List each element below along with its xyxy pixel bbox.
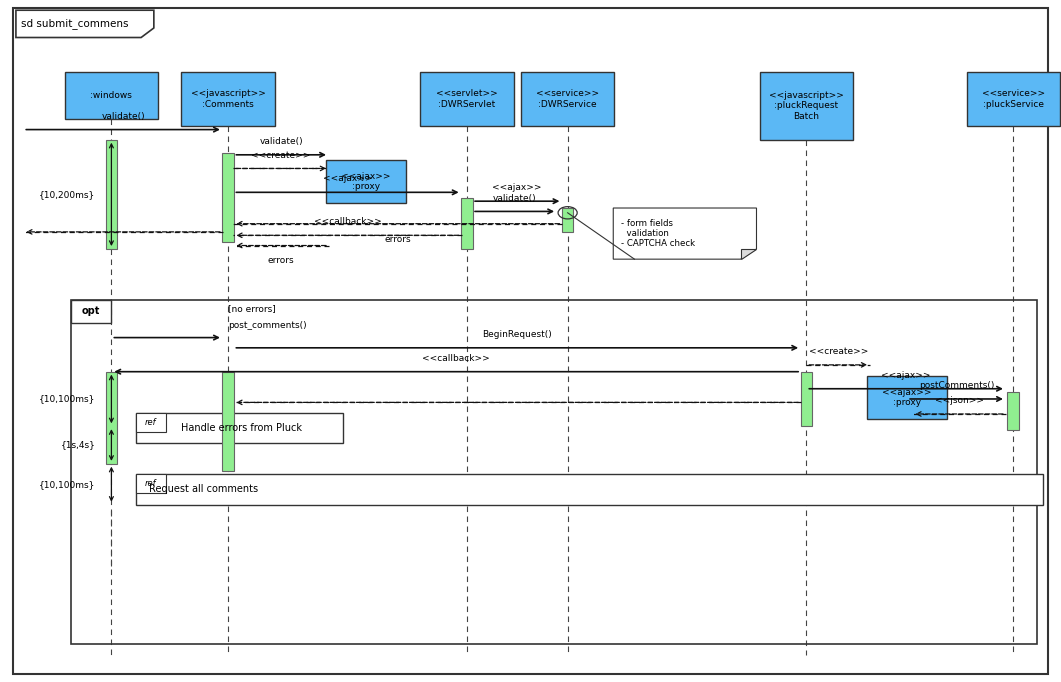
Polygon shape [613, 208, 756, 259]
Text: {1s,4s}: {1s,4s} [60, 441, 95, 449]
Text: <<javascript>>
:pluckRequest
Batch: <<javascript>> :pluckRequest Batch [769, 91, 843, 121]
Text: <<callback>>: <<callback>> [422, 354, 490, 363]
Text: {10,200ms}: {10,200ms} [39, 190, 95, 199]
FancyBboxPatch shape [327, 160, 405, 203]
Text: :windows: :windows [90, 91, 133, 100]
Text: errors: errors [384, 235, 412, 243]
Text: validate(): validate() [259, 137, 303, 146]
Text: <<ajax>>: <<ajax>> [323, 175, 372, 183]
Text: opt: opt [82, 306, 101, 316]
Text: validate(): validate() [492, 194, 537, 203]
FancyBboxPatch shape [223, 372, 233, 471]
FancyBboxPatch shape [71, 300, 111, 323]
FancyBboxPatch shape [105, 372, 117, 464]
FancyBboxPatch shape [801, 372, 813, 426]
FancyBboxPatch shape [136, 474, 1043, 505]
Text: {10,100ms}: {10,100ms} [39, 479, 95, 489]
FancyBboxPatch shape [65, 72, 158, 119]
FancyBboxPatch shape [562, 208, 574, 232]
Text: Request all comments: Request all comments [149, 484, 258, 494]
FancyBboxPatch shape [223, 153, 233, 242]
Text: <<ajax>>: <<ajax>> [882, 371, 930, 380]
FancyBboxPatch shape [967, 72, 1060, 126]
Text: <<json>>: <<json>> [935, 396, 984, 405]
Text: - form fields
  validation
- CAPTCHA check: - form fields validation - CAPTCHA check [621, 219, 695, 248]
Text: post_comments(): post_comments() [228, 321, 307, 331]
Text: [no errors]: [no errors] [228, 303, 276, 313]
Text: ref: ref [145, 479, 156, 488]
Text: <<javascript>>
:Comments: <<javascript>> :Comments [191, 89, 265, 108]
Text: <<create>>: <<create>> [251, 151, 311, 160]
FancyBboxPatch shape [1007, 392, 1019, 430]
FancyBboxPatch shape [136, 474, 166, 493]
FancyBboxPatch shape [420, 72, 514, 126]
FancyBboxPatch shape [136, 413, 343, 443]
Text: <<ajax>>: <<ajax>> [492, 183, 542, 192]
FancyBboxPatch shape [136, 413, 166, 432]
Text: errors: errors [267, 256, 295, 265]
Text: <<create>>: <<create>> [808, 347, 868, 356]
FancyBboxPatch shape [760, 72, 853, 140]
Text: validate(): validate() [101, 112, 145, 121]
FancyBboxPatch shape [105, 140, 117, 249]
FancyBboxPatch shape [521, 72, 614, 126]
Text: ref: ref [145, 417, 156, 427]
Text: sd submit_commens: sd submit_commens [21, 18, 128, 29]
Polygon shape [741, 249, 756, 259]
Text: <<servlet>>
:DWRServlet: <<servlet>> :DWRServlet [436, 89, 498, 108]
Text: <<service>>
:DWRService: <<service>> :DWRService [536, 89, 599, 108]
Text: BeginRequest(): BeginRequest() [483, 330, 552, 339]
FancyBboxPatch shape [867, 376, 946, 419]
Text: <<ajax>>
:proxy: <<ajax>> :proxy [342, 172, 390, 191]
Text: <<callback>>: <<callback>> [314, 218, 381, 226]
FancyBboxPatch shape [181, 72, 275, 126]
Text: postComments(): postComments() [919, 381, 994, 390]
FancyBboxPatch shape [460, 198, 473, 249]
Text: {10,100ms}: {10,100ms} [39, 394, 95, 404]
Text: <<ajax>>
:proxy: <<ajax>> :proxy [883, 388, 932, 407]
Polygon shape [16, 10, 154, 38]
FancyBboxPatch shape [13, 8, 1048, 674]
Text: <<service>>
:pluckService: <<service>> :pluckService [981, 89, 1045, 108]
Text: Handle errors from Pluck: Handle errors from Pluck [181, 423, 302, 433]
